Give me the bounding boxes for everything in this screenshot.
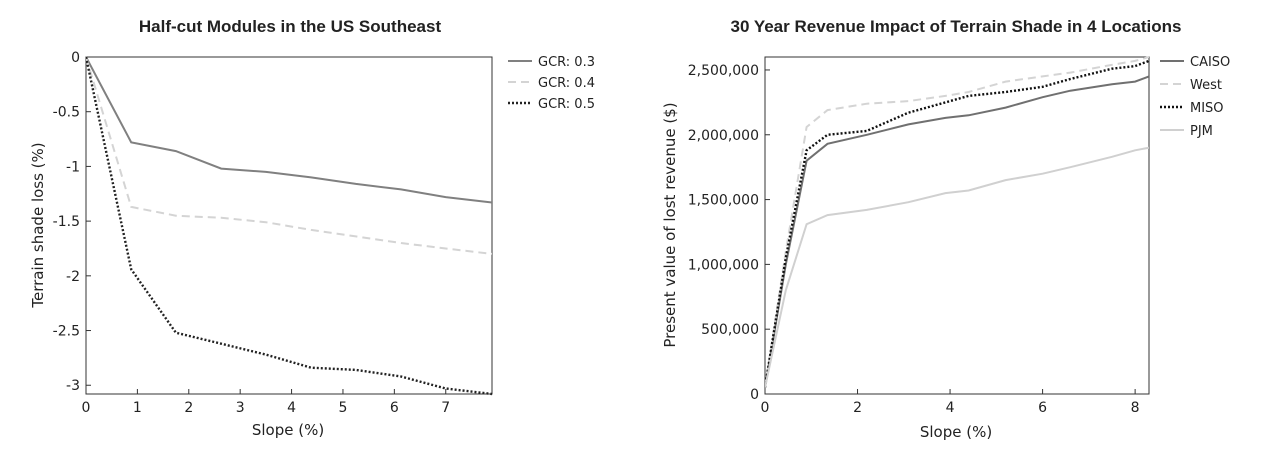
chart-half-cut-modules: Half-cut Modules in the US Southeast Slo…: [29, 17, 595, 439]
x-tick-label: 2: [184, 400, 193, 416]
x-tick-label: 2: [853, 400, 862, 416]
chart-title: 30 Year Revenue Impact of Terrain Shade …: [731, 17, 1182, 36]
x-tick-label: 0: [761, 400, 770, 416]
x-tick-label: 6: [1038, 400, 1047, 416]
plot-frame: [764, 56, 1150, 395]
y-tick-label: 2,500,000: [688, 63, 759, 79]
x-tick-label: 1: [133, 400, 142, 416]
y-tick-label: -2: [66, 269, 80, 285]
y-axis-label: Terrain shade loss (%): [29, 142, 47, 308]
series-line-0: [765, 75, 1149, 388]
x-axis-label: Slope (%): [920, 423, 992, 441]
series-line-0: [86, 56, 492, 204]
y-tick-label: 2,000,000: [688, 128, 759, 144]
legend-label: GCR: 0.5: [538, 97, 595, 112]
y-tick-label: 1,500,000: [688, 193, 759, 209]
y-tick-label: 1,000,000: [688, 257, 759, 273]
series-line-2: [765, 59, 1149, 388]
y-tick-label: 500,000: [701, 322, 759, 338]
series-line-1: [765, 56, 1149, 388]
y-tick-label: -2.5: [53, 324, 80, 340]
chart-title: Half-cut Modules in the US Southeast: [139, 17, 442, 36]
y-tick-label: -1.5: [53, 214, 80, 230]
y-tick-label: -3: [66, 378, 80, 394]
legend-label: GCR: 0.4: [538, 76, 595, 91]
x-tick-label: 4: [287, 400, 296, 416]
legend-label: West: [1190, 78, 1222, 93]
y-tick-label: -0.5: [53, 105, 80, 121]
y-tick-label: 0: [71, 50, 80, 66]
series-line-3: [765, 146, 1149, 388]
x-tick-label: 6: [390, 400, 399, 416]
legend-label: CAISO: [1190, 55, 1230, 70]
legend-label: GCR: 0.3: [538, 55, 595, 70]
y-axis-label-visible: Present value of lost revenue ($): [661, 102, 679, 347]
series-line-1: [86, 56, 492, 255]
x-tick-label: 3: [236, 400, 245, 416]
plot-frame: [85, 56, 493, 395]
legend-label: PJM: [1190, 124, 1213, 139]
x-axis-label: Slope (%): [252, 421, 324, 439]
x-tick-label: 5: [339, 400, 348, 416]
chart-revenue-impact: 30 Year Revenue Impact of Terrain Shade …: [640, 0, 1280, 473]
x-tick-label: 0: [82, 400, 91, 416]
x-tick-label: 7: [441, 400, 450, 416]
legend-label: MISO: [1190, 101, 1224, 116]
y-tick-label: 0: [750, 387, 759, 403]
y-tick-label: -1: [66, 159, 80, 175]
x-tick-label: 4: [946, 400, 955, 416]
x-tick-label: 8: [1131, 400, 1140, 416]
